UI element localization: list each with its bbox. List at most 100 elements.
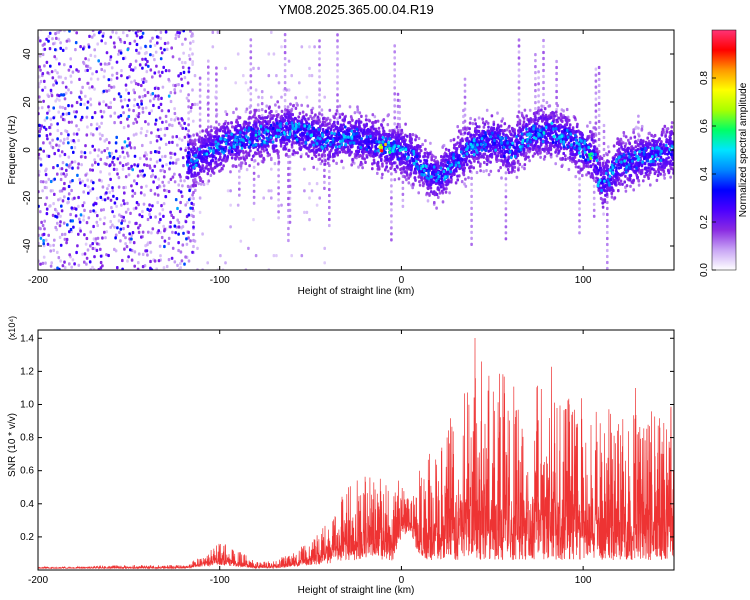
spectrogram-cell bbox=[602, 166, 606, 170]
spectrogram-cell bbox=[157, 220, 161, 224]
spectrogram-cell bbox=[555, 113, 558, 118]
spectrogram-cell bbox=[240, 127, 244, 131]
spectrogram-cell bbox=[207, 107, 210, 111]
spectrogram-cell bbox=[528, 108, 532, 112]
spectrogram-cell bbox=[64, 106, 67, 111]
spectrogram-cell bbox=[160, 109, 164, 113]
spectrogram-cell bbox=[190, 148, 193, 152]
spectrogram-cell bbox=[578, 201, 581, 205]
spectrogram-cell bbox=[265, 148, 268, 152]
spectrogram-cell bbox=[318, 75, 321, 79]
spectrogram-cell bbox=[184, 203, 187, 207]
spectrogram-cell bbox=[247, 153, 251, 157]
spectrogram-cell bbox=[323, 174, 326, 178]
spectrogram-cell bbox=[44, 202, 47, 206]
spectrogram-cell bbox=[201, 232, 204, 236]
spectrogram-cell bbox=[64, 85, 68, 89]
spectrogram-cell bbox=[211, 45, 215, 49]
spectrogram-cell bbox=[401, 192, 405, 196]
spectrogram-cell bbox=[207, 167, 210, 171]
spectrogram-cell bbox=[121, 258, 124, 263]
spectrogram-cell bbox=[65, 39, 69, 43]
spectrogram-cell bbox=[151, 227, 155, 231]
spectrogram-cell bbox=[197, 182, 200, 186]
spectrogram-cell bbox=[318, 196, 321, 200]
spectrogram-cell bbox=[270, 167, 273, 171]
spectrogram-cell bbox=[517, 62, 521, 66]
spectrogram-cell bbox=[264, 109, 267, 113]
spectrogram-cell bbox=[91, 168, 94, 172]
spectrogram-cell bbox=[187, 105, 190, 109]
spectrogram-cell bbox=[309, 143, 312, 147]
spectrogram-cell bbox=[96, 42, 99, 46]
spectrogram-cell bbox=[179, 89, 182, 93]
spectrogram-cell bbox=[117, 219, 121, 223]
spectrogram-cell bbox=[146, 243, 149, 247]
spectrogram-cell bbox=[306, 104, 310, 108]
spectrogram-cell bbox=[518, 162, 522, 166]
spectrogram-cell bbox=[147, 122, 150, 126]
spectrogram-cell bbox=[358, 121, 361, 125]
spectrogram-cell bbox=[390, 226, 393, 230]
spectrogram-cell bbox=[249, 86, 253, 90]
spectrogram-cell bbox=[230, 121, 233, 125]
spectrogram-cell bbox=[168, 167, 171, 171]
spectrogram-cell bbox=[82, 218, 85, 222]
spectrogram-cell bbox=[184, 61, 187, 65]
spectrogram-cell bbox=[336, 87, 339, 91]
spectrogram-cell bbox=[89, 151, 92, 155]
spectrogram-cell bbox=[120, 203, 123, 207]
spectrogram-cell bbox=[272, 149, 276, 153]
spectrogram-cell bbox=[594, 121, 598, 125]
spectrogram-cell bbox=[39, 127, 42, 131]
spectrogram-cell bbox=[84, 94, 87, 98]
spectrogram-cell bbox=[360, 114, 363, 118]
spectrogram-cell bbox=[158, 116, 162, 120]
spectrogram-cell bbox=[56, 71, 59, 75]
spectrogram-cell bbox=[542, 38, 545, 43]
spectrogram-cell bbox=[137, 82, 140, 87]
spectrogram-cell bbox=[338, 113, 342, 117]
spectrogram-cell bbox=[618, 140, 621, 144]
spectrogram-cell bbox=[288, 115, 291, 119]
spectrogram-cell bbox=[270, 157, 273, 162]
spectrogram-cell bbox=[368, 119, 371, 123]
spectrogram-cell bbox=[597, 89, 601, 94]
spectrogram-cell bbox=[323, 180, 326, 184]
spectrogram-cell bbox=[268, 111, 271, 115]
spectrogram-cell bbox=[91, 133, 95, 137]
spectrogram-cell bbox=[43, 118, 47, 122]
spectrogram-cell bbox=[590, 172, 594, 176]
spectrogram-cell bbox=[58, 235, 62, 239]
spectrogram-cell bbox=[501, 159, 504, 163]
spectrogram-cell bbox=[430, 153, 434, 157]
spectrogram-cell bbox=[556, 104, 559, 108]
spectrogram-cell bbox=[117, 49, 121, 53]
spectrogram-cell bbox=[124, 210, 128, 214]
spectrogram-cell bbox=[561, 125, 564, 129]
spectrogram-cell bbox=[63, 152, 67, 157]
spectrogram-cell bbox=[617, 142, 621, 147]
spectrogram-cell bbox=[648, 168, 651, 172]
spectrogram-cell bbox=[177, 241, 180, 245]
spectrogram-cell bbox=[211, 30, 215, 34]
spectrogram-cell bbox=[141, 265, 145, 269]
spectrogram-cell bbox=[167, 77, 170, 82]
spectrogram-cell bbox=[222, 164, 225, 168]
spectrogram-cell bbox=[517, 104, 521, 108]
spectrogram-cell bbox=[517, 50, 521, 54]
spectrogram-cell bbox=[229, 225, 232, 229]
spectrogram-cell bbox=[150, 231, 153, 235]
spectrogram-cell bbox=[374, 119, 377, 124]
spectrogram-cell bbox=[663, 176, 666, 180]
spectrogram-cell bbox=[181, 65, 185, 69]
spectrogram-cell bbox=[56, 172, 59, 176]
spectrogram-cell bbox=[542, 50, 545, 55]
spectrogram-cell bbox=[60, 209, 64, 213]
spectrogram-cell bbox=[528, 159, 531, 163]
spectrogram-cell bbox=[411, 133, 415, 137]
spectrogram-cell bbox=[562, 109, 565, 113]
spectrogram-cell bbox=[437, 195, 440, 199]
spectrogram-cell bbox=[154, 215, 157, 219]
spectrogram-cell bbox=[464, 177, 467, 181]
